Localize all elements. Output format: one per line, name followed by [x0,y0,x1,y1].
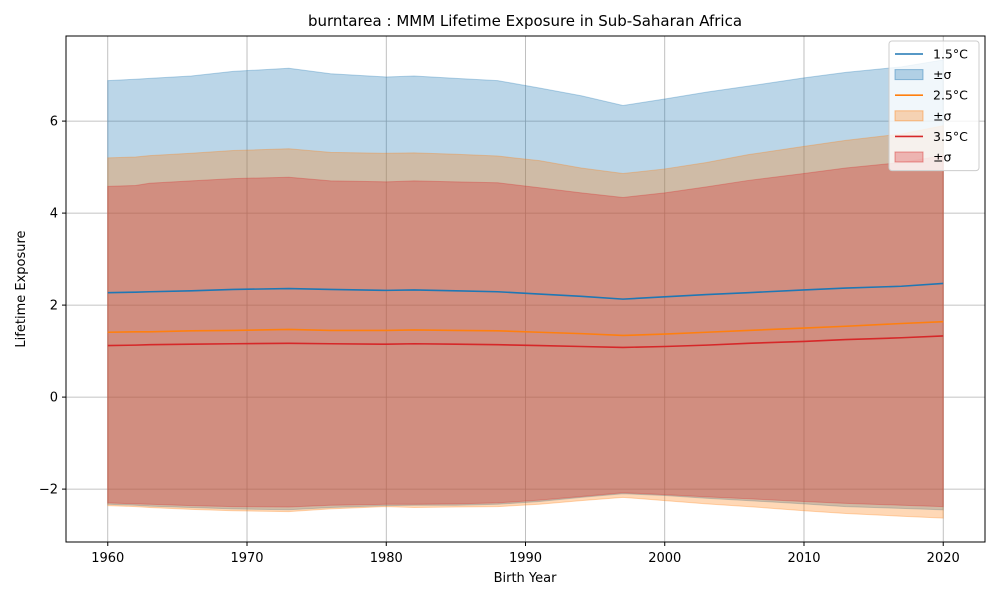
x-tick-label: 1980 [370,551,403,566]
x-tick-label: 2010 [787,551,820,566]
y-tick-label: 4 [50,207,58,222]
legend-band-swatch [894,151,924,163]
legend-label: ±σ [933,67,951,82]
sigma-band-25c [107,125,944,519]
legend-band-swatch [894,69,924,81]
mean-line-35c [107,335,944,349]
legend-label: ±σ [933,108,951,123]
x-ticks: 1960 1970 1980 1990 2000 2010 2020 [91,542,960,566]
legend-label: 1.5°C [933,47,968,62]
x-tick-label: 1960 [91,551,124,566]
x-tick-label: 2020 [927,551,960,566]
y-tick-label: 0 [50,391,58,406]
mean-line-15c [107,282,944,300]
mean-line-25c [107,320,944,337]
chart-title: burntarea : MMM Lifetime Exposure in Sub… [308,12,742,30]
y-tick-label: 6 [50,115,58,130]
legend-label: 3.5°C [933,129,968,144]
x-axis-label: Birth Year [494,571,558,586]
x-tick-label: 2000 [648,551,681,566]
legend-box [888,40,980,172]
x-tick-label: 1970 [230,551,263,566]
y-tick-label: −2 [39,483,58,498]
legend: 1.5°C ±σ 2.5°C ±σ 3.5°C ±σ [888,40,980,172]
bands [107,59,944,519]
sigma-band-15c [107,59,944,511]
legend-label: 2.5°C [933,88,968,103]
legend-band-swatch [894,110,924,122]
y-ticks: −2 0 2 4 6 [39,115,66,498]
y-axis-label: Lifetime Exposure [14,230,29,347]
lines [107,282,944,349]
y-tick-label: 2 [50,299,58,314]
legend-label: ±σ [933,150,951,165]
x-tick-label: 1990 [509,551,542,566]
